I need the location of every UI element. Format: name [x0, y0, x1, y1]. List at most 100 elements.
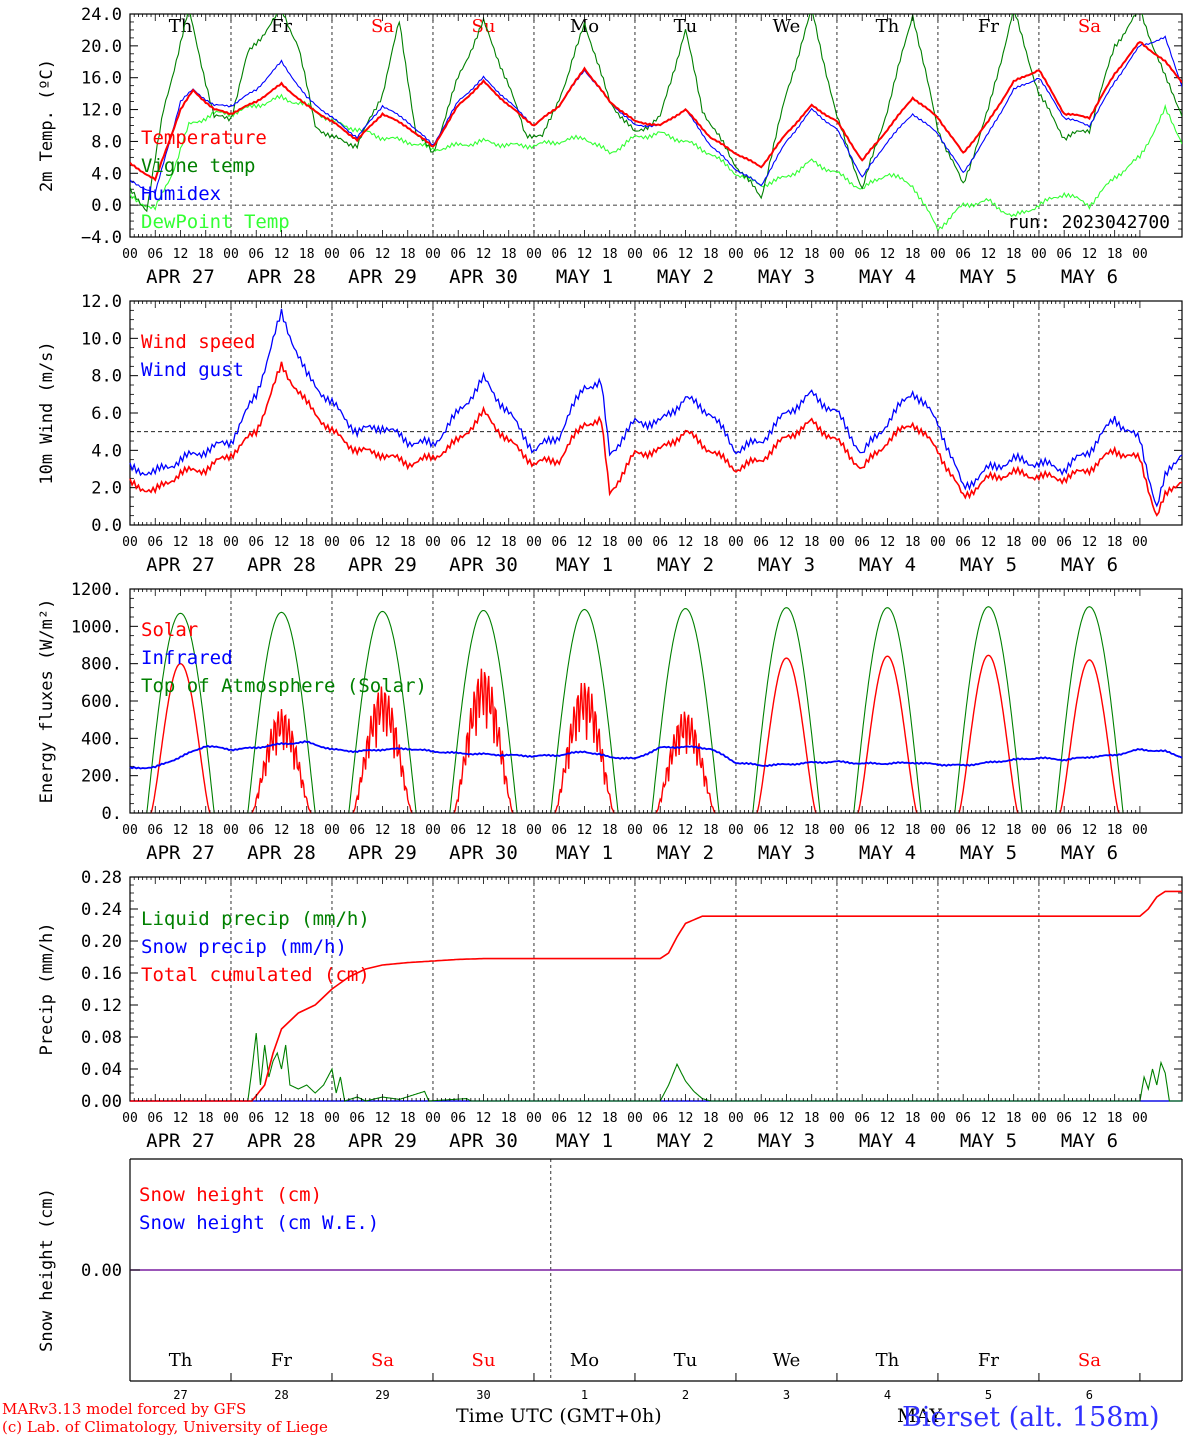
hour-tick-label: 06 — [248, 247, 264, 262]
day-number-label: 29 — [375, 1388, 389, 1402]
y-tick-label: 1000. — [71, 617, 122, 637]
hour-tick-label: 06 — [349, 247, 365, 262]
hour-tick-label: 12 — [1082, 247, 1098, 262]
date-label: MAY 3 — [758, 554, 815, 576]
hour-tick-label: 18 — [299, 535, 315, 550]
hour-tick-label: 06 — [147, 1111, 163, 1126]
date-label: APR 28 — [247, 1130, 316, 1152]
station-label: Bierset (alt. 158m) — [902, 1402, 1160, 1433]
hour-tick-label: 06 — [652, 247, 668, 262]
hour-tick-label: 00 — [829, 535, 845, 550]
y-tick-label: 0. — [102, 804, 122, 824]
legend-entry: Solar — [141, 619, 198, 641]
hour-tick-label: 18 — [1006, 823, 1022, 838]
temperature-series — [130, 14, 1182, 233]
hour-tick-label: 06 — [450, 247, 466, 262]
y-tick-label: 0.12 — [81, 996, 122, 1016]
hour-tick-label: 00 — [728, 1111, 744, 1126]
hour-tick-label: 12 — [1082, 535, 1098, 550]
y-axis-title: 10m Wind (m/s) — [37, 341, 57, 484]
weekday-label: Sa — [1078, 1350, 1101, 1371]
y-tick-label: 0.0 — [91, 516, 122, 536]
series-line — [150, 654, 1120, 814]
hour-tick-label: 00 — [930, 1111, 946, 1126]
date-label: MAY 4 — [859, 1130, 916, 1152]
hour-tick-label: 12 — [274, 247, 290, 262]
hour-tick-label: 00 — [324, 1111, 340, 1126]
hour-tick-label: 18 — [602, 1111, 618, 1126]
hour-tick-label: 12 — [678, 823, 694, 838]
hour-tick-label: 00 — [223, 823, 239, 838]
legend-entry: Total cumulated (cm) — [141, 964, 370, 986]
model-credit: MARv3.13 model forced by GFS (c) Lab. of… — [2, 1400, 328, 1436]
hour-tick-label: 00 — [1031, 823, 1047, 838]
date-label: APR 29 — [348, 842, 417, 864]
hour-tick-label: 18 — [1107, 1111, 1123, 1126]
hour-tick-label: 00 — [728, 535, 744, 550]
date-label: APR 29 — [348, 1130, 417, 1152]
hour-tick-label: 12 — [375, 535, 391, 550]
date-label: MAY 5 — [960, 266, 1017, 288]
hour-tick-label: 00 — [829, 823, 845, 838]
hour-tick-label: 00 — [223, 535, 239, 550]
hour-tick-label: 00 — [526, 535, 542, 550]
precip-panel: 0.28 0.24 0.20 0.16 0.12 0.08 0.04 0.00 Liquid p… — [37, 868, 1183, 1152]
hour-tick-label: 12 — [476, 823, 492, 838]
hour-tick-label: 12 — [880, 823, 896, 838]
hour-tick-label: 06 — [551, 1111, 567, 1126]
hour-tick-label: 18 — [501, 535, 517, 550]
credit-line: (c) Lab. of Climatology, University of L… — [2, 1418, 328, 1436]
hour-tick-label: 12 — [476, 247, 492, 262]
hour-tick-label: 06 — [450, 823, 466, 838]
hour-tick-label: 00 — [425, 1111, 441, 1126]
series-line — [129, 361, 1183, 517]
hour-tick-label: 06 — [955, 247, 971, 262]
hour-tick-label: 06 — [854, 535, 870, 550]
day-number-label: 6 — [1086, 1388, 1093, 1402]
hour-tick-label: 06 — [349, 1111, 365, 1126]
hour-tick-label: 12 — [577, 823, 593, 838]
date-label: MAY 6 — [1061, 266, 1118, 288]
hour-tick-label: 00 — [324, 535, 340, 550]
y-axis-title: 2m Temp. (ºC) — [37, 59, 57, 192]
date-label: APR 28 — [247, 266, 316, 288]
run-label: run: 2023042700 — [1007, 212, 1170, 233]
y-tick-label: 0.00 — [81, 1092, 122, 1112]
date-label: MAY 4 — [859, 554, 916, 576]
y-tick-label: 8.0 — [91, 132, 122, 152]
y-tick-label: 24.0 — [81, 5, 122, 25]
weekday-label: Su — [472, 1350, 496, 1371]
hour-tick-label: 00 — [324, 823, 340, 838]
hour-tick-label: 12 — [173, 535, 189, 550]
hour-tick-label: 12 — [779, 247, 795, 262]
hour-tick-label: 18 — [501, 1111, 517, 1126]
legend-entry: Snow height (cm W.E.) — [139, 1212, 379, 1234]
date-label: MAY 1 — [556, 554, 613, 576]
hour-tick-label: 06 — [955, 823, 971, 838]
y-tick-label: 10.0 — [81, 329, 122, 349]
hour-tick-label: 06 — [450, 1111, 466, 1126]
y-tick-label: 800. — [81, 655, 122, 675]
hour-tick-label: 18 — [804, 1111, 820, 1126]
hour-tick-label: 12 — [779, 1111, 795, 1126]
hour-tick-label: 06 — [349, 535, 365, 550]
hour-tick-label: 18 — [602, 823, 618, 838]
hour-tick-label: 18 — [905, 823, 921, 838]
day-number-label: 4 — [884, 1388, 891, 1402]
hour-tick-label: 00 — [829, 247, 845, 262]
hour-tick-label: 00 — [526, 1111, 542, 1126]
bottom-month-label: MAY — [897, 1405, 942, 1427]
hour-tick-label: 06 — [1056, 247, 1072, 262]
hour-tick-label: 18 — [703, 247, 719, 262]
y-tick-label: 16.0 — [81, 69, 122, 89]
weekday-label: Sa — [1078, 16, 1101, 37]
y-tick-label: 8.0 — [91, 367, 122, 387]
hour-tick-label: 12 — [375, 247, 391, 262]
y-tick-label: 20.0 — [81, 37, 122, 57]
hour-tick-label: 06 — [753, 823, 769, 838]
y-tick-label: 400. — [81, 729, 122, 749]
legend-entry: DewPoint Temp — [141, 211, 290, 233]
hour-tick-label: 18 — [1006, 535, 1022, 550]
hour-tick-label: 06 — [753, 535, 769, 550]
